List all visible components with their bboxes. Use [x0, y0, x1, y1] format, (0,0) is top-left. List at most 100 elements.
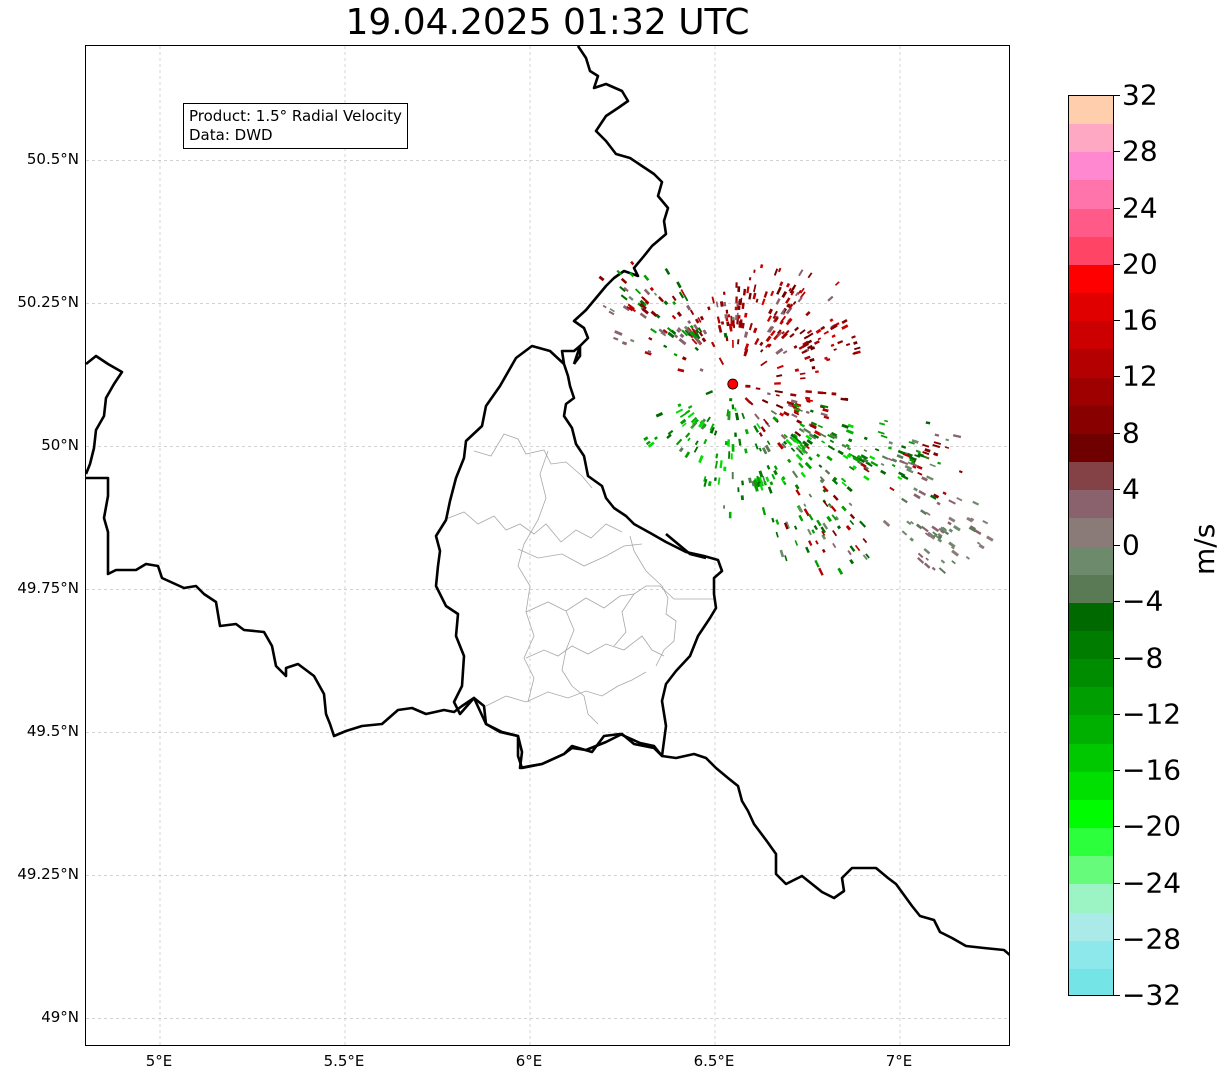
- velocity-echo: [703, 476, 707, 482]
- velocity-echo: [785, 282, 791, 288]
- velocity-echo: [924, 448, 931, 453]
- velocity-echo: [841, 481, 847, 487]
- velocity-echo: [716, 316, 721, 324]
- colorbar-tick-mark: [1114, 657, 1120, 659]
- velocity-echo: [775, 531, 779, 538]
- velocity-echo: [837, 340, 844, 345]
- velocity-echo: [826, 455, 833, 462]
- velocity-echo: [863, 449, 868, 453]
- velocity-echo: [863, 467, 870, 473]
- velocity-echo: [853, 341, 858, 345]
- velocity-echo: [679, 418, 687, 425]
- velocity-echo: [785, 306, 793, 315]
- velocity-echo: [833, 348, 837, 351]
- velocity-echo: [766, 440, 771, 446]
- velocity-echo: [840, 477, 847, 483]
- velocity-echo: [686, 328, 692, 334]
- velocity-echo: [734, 432, 737, 438]
- velocity-echo: [829, 439, 835, 444]
- municipal-boundary: [445, 511, 623, 543]
- velocity-echo: [727, 411, 731, 419]
- velocity-echo: [790, 447, 796, 452]
- velocity-echo: [641, 307, 649, 315]
- y-tick-label: 49.5°N: [26, 722, 79, 741]
- velocity-echo: [759, 341, 764, 347]
- velocity-echo: [847, 550, 852, 556]
- velocity-echo: [906, 452, 913, 458]
- velocity-echo: [798, 269, 804, 277]
- velocity-echo: [848, 452, 855, 458]
- velocity-echo: [694, 337, 702, 345]
- velocity-echo: [897, 476, 903, 481]
- velocity-echo: [734, 306, 738, 311]
- velocity-echo: [794, 326, 800, 332]
- colorbar-tick-label: −24: [1122, 866, 1182, 899]
- velocity-echo: [824, 356, 828, 360]
- velocity-echo: [965, 555, 971, 560]
- velocity-echo: [789, 286, 796, 294]
- velocity-echo: [789, 332, 795, 338]
- velocity-echo: [841, 505, 847, 512]
- velocity-echo: [655, 412, 664, 418]
- velocity-echo: [765, 343, 770, 348]
- velocity-echo: [785, 438, 793, 447]
- colorbar-segment: [1069, 884, 1113, 914]
- colorbar-segment: [1069, 264, 1113, 294]
- velocity-echo: [754, 337, 760, 346]
- velocity-echo: [644, 350, 652, 356]
- velocity-echo: [768, 308, 773, 315]
- velocity-echo: [854, 544, 861, 552]
- radar-site-marker[interactable]: [727, 378, 739, 390]
- velocity-echo: [795, 291, 799, 297]
- velocity-echo: [822, 408, 829, 413]
- velocity-echo: [666, 433, 672, 439]
- velocity-echo: [830, 505, 837, 513]
- velocity-echo: [714, 460, 718, 469]
- velocity-echo: [932, 444, 941, 449]
- velocity-echo: [798, 462, 804, 469]
- velocity-echo: [775, 347, 784, 355]
- velocity-echo: [813, 340, 820, 345]
- velocity-echo: [718, 357, 725, 366]
- velocity-echo: [815, 370, 819, 374]
- velocity-echo: [766, 315, 772, 322]
- velocity-echo: [849, 545, 856, 552]
- map-canvas: [86, 46, 1009, 1045]
- velocity-echo: [829, 318, 834, 323]
- velocity-echo: [925, 421, 931, 425]
- velocity-echo: [785, 318, 793, 326]
- map-panel[interactable]: Product: 1.5° Radial Velocity Data: DWD: [85, 45, 1010, 1046]
- velocity-echo: [609, 308, 615, 313]
- colorbar-segment: [1069, 96, 1113, 125]
- velocity-echo: [626, 305, 633, 312]
- velocity-echo: [948, 499, 956, 505]
- velocity-echo: [851, 335, 856, 339]
- velocity-echo: [748, 292, 752, 300]
- velocity-echo: [675, 438, 683, 446]
- colorbar-segment: [1069, 799, 1113, 829]
- velocity-echo: [798, 450, 804, 456]
- velocity-echo: [784, 555, 788, 562]
- velocity-echo: [762, 475, 766, 483]
- velocity-echo: [888, 441, 893, 445]
- velocity-echo: [874, 448, 880, 452]
- velocity-echo: [687, 332, 692, 337]
- y-tick-label: 50.5°N: [26, 150, 79, 169]
- velocity-echo: [760, 426, 766, 433]
- velocity-echo: [727, 314, 731, 318]
- velocity-echo: [677, 403, 682, 408]
- velocity-echo: [766, 464, 771, 470]
- colorbar-tick-label: −32: [1122, 978, 1182, 1012]
- velocity-echo: [846, 486, 853, 493]
- velocity-echo: [827, 295, 834, 302]
- velocity-echo: [683, 325, 689, 330]
- velocity-echo: [648, 336, 653, 341]
- velocity-echo: [896, 454, 904, 460]
- velocity-echo: [774, 390, 783, 394]
- velocity-echo: [842, 454, 849, 460]
- velocity-echo: [684, 451, 691, 459]
- colorbar-segment: [1069, 630, 1113, 660]
- velocity-echo: [644, 300, 649, 305]
- velocity-echo: [915, 523, 923, 530]
- velocity-echo: [768, 325, 775, 333]
